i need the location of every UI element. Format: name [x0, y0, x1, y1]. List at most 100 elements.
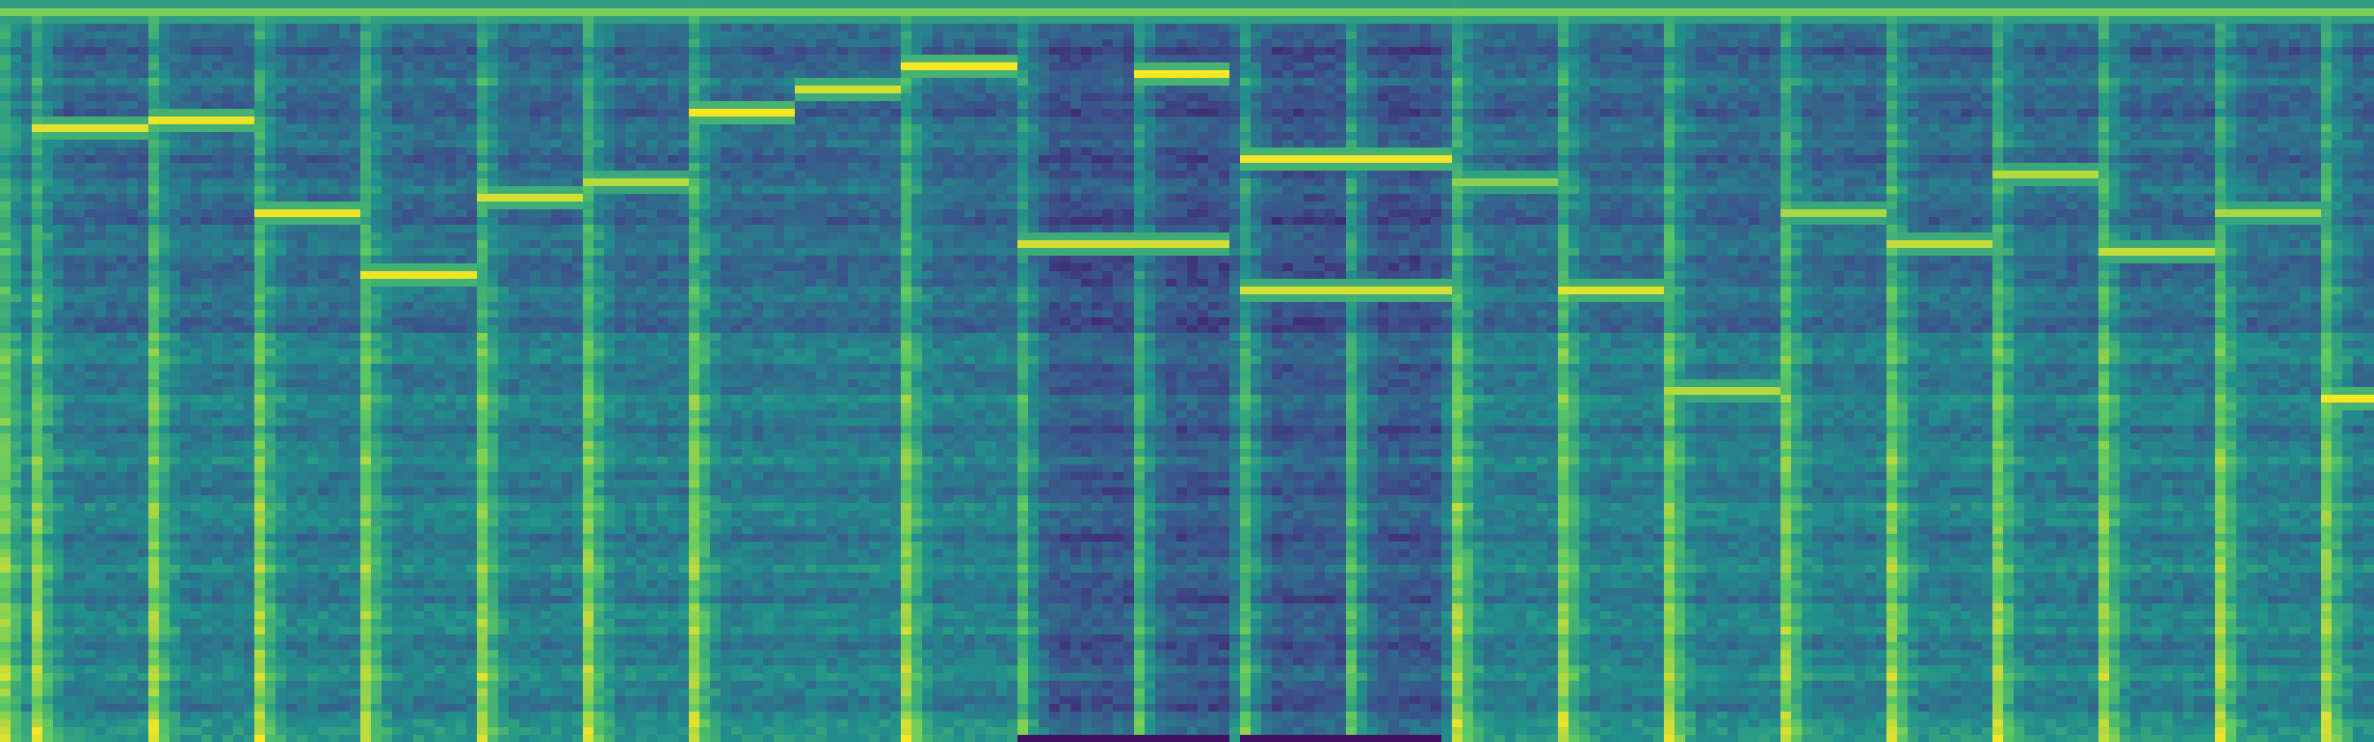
heatmap-cell: [127, 340, 139, 349]
heatmap-cell: [0, 440, 12, 449]
heatmap-cell: [264, 656, 277, 666]
heatmap-cell: [74, 162, 86, 171]
heatmap-cell: [275, 711, 287, 720]
heatmap-cell: [116, 401, 128, 411]
heatmap-cell: [540, 680, 552, 689]
heatmap-cell: [105, 371, 118, 380]
heatmap-cell: [455, 626, 467, 635]
heatmap-cell: [211, 618, 224, 627]
heatmap-cell: [445, 456, 457, 465]
heatmap-cell: [95, 618, 107, 627]
heatmap-cell: [95, 54, 107, 63]
heatmap-cell: [392, 177, 404, 187]
heatmap-cell: [402, 15, 414, 24]
heatmap-cell: [42, 77, 54, 86]
heatmap-cell: [413, 703, 425, 712]
heatmap-cell: [52, 262, 65, 272]
heatmap-cell: [190, 656, 202, 666]
heatmap-cell: [148, 309, 160, 318]
heatmap-cell: [137, 324, 149, 333]
heatmap-cell: [349, 680, 361, 689]
heatmap-cell: [95, 633, 107, 643]
heatmap-cell: [222, 139, 234, 148]
heatmap-cell: [296, 340, 308, 349]
heatmap-cell: [254, 355, 266, 364]
heatmap-cell: [201, 432, 213, 442]
heatmap-cell: [52, 347, 65, 357]
heatmap-cell: [286, 711, 298, 720]
heatmap-cell: [455, 139, 467, 148]
heatmap-cell: [180, 115, 192, 125]
heatmap-cell: [116, 479, 128, 488]
heatmap-cell: [476, 139, 489, 148]
heatmap-cell: [84, 687, 96, 697]
heatmap-cell: [476, 703, 489, 712]
heatmap-cell: [137, 726, 149, 735]
heatmap-cell: [201, 401, 213, 411]
heatmap-cell: [190, 92, 202, 102]
heatmap-cell: [275, 703, 287, 712]
heatmap-cell: [180, 69, 192, 78]
heatmap-cell: [508, 23, 520, 32]
heatmap-cell: [328, 162, 340, 171]
heatmap-cell: [328, 618, 340, 627]
heatmap-cell: [360, 7, 372, 17]
heatmap-cell: [413, 440, 425, 449]
heatmap-cell: [413, 579, 425, 589]
heatmap-cell: [275, 409, 287, 418]
heatmap-cell: [455, 154, 467, 163]
heatmap-cell: [21, 525, 33, 534]
heatmap-cell: [508, 92, 520, 102]
heatmap-cell: [296, 556, 308, 565]
heatmap-cell: [360, 703, 372, 712]
heatmap-cell: [31, 332, 43, 341]
heatmap-cell: [190, 703, 202, 712]
heatmap-cell: [317, 456, 330, 465]
heatmap-cell: [31, 734, 43, 742]
heatmap-cell: [137, 123, 149, 132]
heatmap-cell: [434, 131, 446, 140]
heatmap-cell: [540, 401, 552, 411]
heatmap-cell: [529, 170, 542, 179]
heatmap-cell: [476, 92, 489, 102]
heatmap-cell: [381, 170, 393, 179]
heatmap-cell: [307, 61, 319, 71]
heatmap-cell: [349, 38, 361, 47]
heatmap-cell: [498, 108, 510, 117]
heatmap-cell: [540, 231, 552, 241]
heatmap-cell: [487, 340, 499, 349]
heatmap-cell: [402, 541, 414, 550]
heatmap-cell: [519, 324, 531, 333]
heatmap-cell: [74, 494, 86, 503]
heatmap-cell: [529, 371, 542, 380]
heatmap-cell: [148, 278, 160, 287]
heatmap-cell: [508, 626, 520, 635]
heatmap-cell: [455, 162, 467, 171]
heatmap-cell: [487, 579, 499, 589]
heatmap-cell: [63, 162, 75, 171]
heatmap-cell: [74, 154, 86, 163]
heatmap-cell: [413, 417, 425, 426]
heatmap-cell: [222, 239, 234, 248]
heatmap-cell: [52, 571, 65, 581]
heatmap-cell: [95, 626, 107, 635]
heatmap-cell: [466, 517, 478, 527]
heatmap-cell: [254, 579, 266, 589]
heatmap-cell: [31, 100, 43, 109]
heatmap-cell: [190, 7, 202, 17]
heatmap-cell: [158, 386, 171, 395]
heatmap-cell: [105, 38, 118, 47]
heatmap-cell: [137, 208, 149, 218]
heatmap-cell: [455, 30, 467, 40]
heatmap-cell: [307, 378, 319, 388]
heatmap-cell: [21, 409, 33, 418]
heatmap-cell: [31, 556, 43, 565]
heatmap-cell: [339, 649, 351, 658]
heatmap-cell: [529, 154, 542, 163]
heatmap-cell: [31, 649, 43, 658]
heatmap-cell: [476, 193, 489, 202]
heatmap-cell: [349, 463, 361, 473]
heatmap-cell: [264, 479, 277, 488]
heatmap-cell: [339, 301, 351, 310]
heatmap-cell: [498, 564, 510, 573]
